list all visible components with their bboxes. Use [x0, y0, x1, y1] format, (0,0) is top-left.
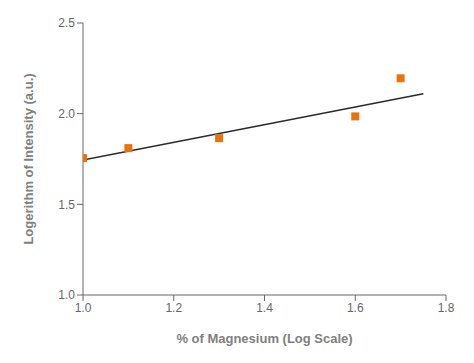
svg-text:2.0: 2.0	[58, 107, 75, 121]
svg-text:Logerithm of Intensity (a.u.): Logerithm of Intensity (a.u.)	[21, 73, 36, 244]
svg-text:1.2: 1.2	[165, 301, 182, 315]
svg-text:1.0: 1.0	[58, 288, 75, 302]
svg-text:1.8: 1.8	[438, 301, 455, 315]
svg-text:1.6: 1.6	[347, 301, 364, 315]
svg-text:% of Magnesium (Log Scale): % of Magnesium (Log Scale)	[176, 331, 352, 346]
svg-text:1.5: 1.5	[58, 198, 75, 212]
svg-text:2.5: 2.5	[58, 16, 75, 30]
svg-text:1.4: 1.4	[256, 301, 273, 315]
svg-text:1.0: 1.0	[75, 301, 92, 315]
